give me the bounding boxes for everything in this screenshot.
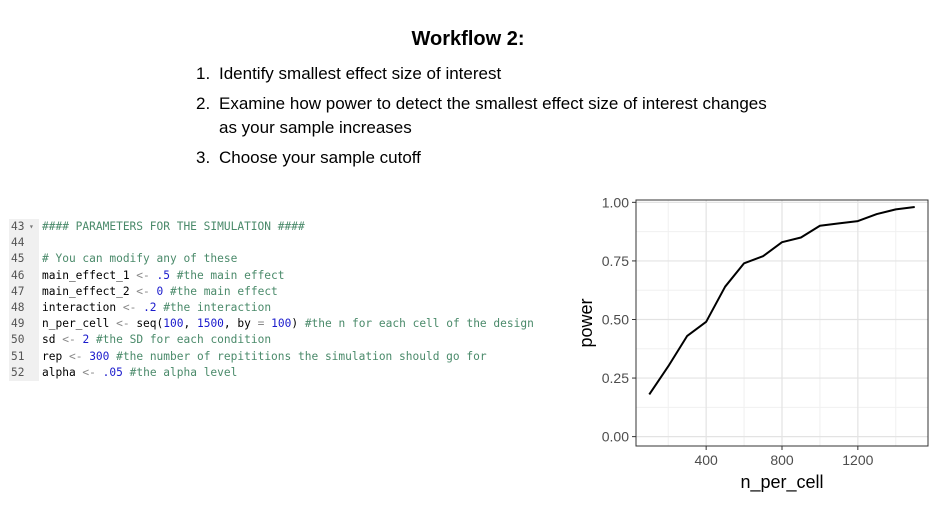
code-line[interactable]: 50 sd <- 2 #the SD for each condition: [9, 332, 559, 349]
code-token: 1500: [196, 317, 224, 331]
y-tick-label: 0.00: [602, 429, 629, 445]
code-token: <-: [116, 317, 130, 331]
code-token: <-: [136, 268, 150, 282]
code-line[interactable]: 45 # You can modify any of these: [9, 251, 559, 268]
code-token: #the number of repititions the simulatio…: [109, 349, 487, 363]
code-token: #the main effect: [170, 268, 285, 282]
step-item: 1. Identify smallest effect size of inte…: [196, 62, 779, 86]
code-line[interactable]: 44: [9, 235, 559, 252]
code-token: <-: [68, 349, 83, 363]
line-number: 43 ▾: [9, 219, 39, 236]
code-token: #the interaction: [156, 300, 272, 314]
code-token: , by: [223, 317, 258, 331]
step-text: Identify smallest effect size of interes…: [219, 64, 502, 83]
code-token: 100: [163, 317, 184, 331]
line-number: 52: [9, 364, 39, 381]
code-text: main_effect_1 <- .5 #the main effect: [39, 268, 285, 284]
step-text: Examine how power to detect the smallest…: [219, 94, 767, 137]
code-token: [150, 269, 157, 282]
code-text: rep <- 300 #the number of repititions th…: [39, 349, 487, 365]
step-text: Choose your sample cutoff: [219, 148, 421, 167]
code-editor[interactable]: 43 ▾ #### PARAMETERS FOR THE SIMULATION ##…: [9, 219, 559, 381]
line-number: 46: [9, 267, 39, 284]
code-token: #the SD for each condition: [89, 333, 272, 347]
power-line-chart: 400 800 1200 0.00 0.25 0.50 0.75 1.00 n_per_cell…: [576, 194, 929, 493]
y-tick-label: 0.25: [602, 370, 629, 386]
line-number: 44: [9, 235, 39, 252]
line-number: 47: [9, 283, 39, 300]
code-line[interactable]: 52 alpha <- .05 #the alpha level: [9, 364, 559, 381]
code-token: main_effect_1: [42, 268, 137, 282]
x-axis-label: n_per_cell: [740, 472, 823, 493]
code-line[interactable]: 48 interaction <- .2 #the interaction: [9, 299, 559, 317]
code-token: #the main effect: [163, 284, 278, 298]
x-tick-label: 1200: [842, 452, 873, 468]
step-number: 1.: [196, 64, 211, 83]
code-token: main_effect_2: [42, 284, 137, 298]
y-tick-label: 1.00: [602, 194, 629, 210]
line-number: 45: [9, 251, 39, 268]
code-text: interaction <- .2 #the interaction: [39, 300, 271, 316]
code-token: [150, 285, 157, 298]
step-item: 3. Choose your sample cutoff: [196, 146, 779, 170]
code-line[interactable]: 47 main_effect_2 <- 0 #the main effect: [9, 283, 559, 300]
code-token: 100: [271, 317, 292, 331]
code-token: <-: [136, 284, 150, 298]
code-token: ,: [183, 317, 197, 331]
code-token: <-: [62, 333, 76, 347]
code-token: #the alpha level: [122, 365, 238, 379]
line-number: 49: [9, 316, 39, 333]
code-token: .2: [143, 300, 157, 314]
line-number: 48: [9, 299, 39, 317]
code-token: <-: [122, 300, 137, 314]
code-token: .5: [156, 268, 171, 282]
code-token: <-: [82, 365, 96, 379]
step-number: 2.: [196, 94, 211, 113]
code-text: # You can modify any of these: [39, 251, 237, 267]
code-token: =: [257, 317, 265, 331]
code-token: interaction: [42, 300, 123, 314]
step-number: 3.: [196, 148, 211, 167]
x-tick-label: 800: [770, 452, 794, 468]
code-token: sd: [42, 333, 63, 347]
code-token: n_per_cell: [42, 317, 117, 331]
step-item: 2. Examine how power to detect the small…: [196, 92, 779, 140]
power-chart: 400 800 1200 0.00 0.25 0.50 0.75 1.00 n_per_cell…: [572, 192, 932, 507]
code-token: 300: [89, 349, 110, 363]
code-text: n_per_cell <- seq(100, 1500, by = 100) #…: [39, 316, 534, 332]
code-token: ): [291, 317, 305, 331]
line-number: 51: [9, 348, 39, 365]
code-line[interactable]: 51 rep <- 300 #the number of repititions …: [9, 348, 559, 365]
x-tick-label: 400: [694, 452, 718, 468]
code-text: sd <- 2 #the SD for each condition: [39, 332, 271, 348]
code-token: rep: [42, 349, 69, 363]
y-tick-label: 0.75: [602, 253, 629, 269]
code-token: seq(: [129, 317, 164, 331]
code-line[interactable]: 49 n_per_cell <- seq(100, 1500, by = 100)…: [9, 316, 559, 333]
code-text: alpha <- .05 #the alpha level: [39, 365, 237, 381]
line-number: 50: [9, 332, 39, 349]
code-token: [96, 366, 103, 379]
code-token: #### PARAMETERS FOR THE SIMULATION ####: [42, 220, 305, 233]
code-token: 2: [82, 333, 90, 347]
code-token: #the n for each cell of the design: [304, 317, 534, 331]
code-line[interactable]: 43 ▾ #### PARAMETERS FOR THE SIMULATION ##…: [9, 219, 559, 236]
code-text: #### PARAMETERS FOR THE SIMULATION ####: [39, 219, 305, 235]
code-token: .05: [102, 365, 123, 379]
fold-triangle-icon[interactable]: ▾: [29, 222, 34, 231]
code-text: [39, 235, 42, 251]
code-text: main_effect_2 <- 0 #the main effect: [39, 284, 278, 300]
code-token: # You can modify any of these: [42, 252, 238, 266]
code-token: 0: [156, 284, 164, 298]
slide-title: Workflow 2:: [411, 28, 525, 50]
code-token: alpha: [42, 365, 83, 379]
y-axis-label: power: [576, 298, 596, 347]
workflow-steps: 1. Identify smallest effect size of inte…: [196, 62, 779, 176]
code-line[interactable]: 46 main_effect_1 <- .5 #the main effect: [9, 267, 559, 284]
y-tick-label: 0.50: [602, 311, 629, 327]
